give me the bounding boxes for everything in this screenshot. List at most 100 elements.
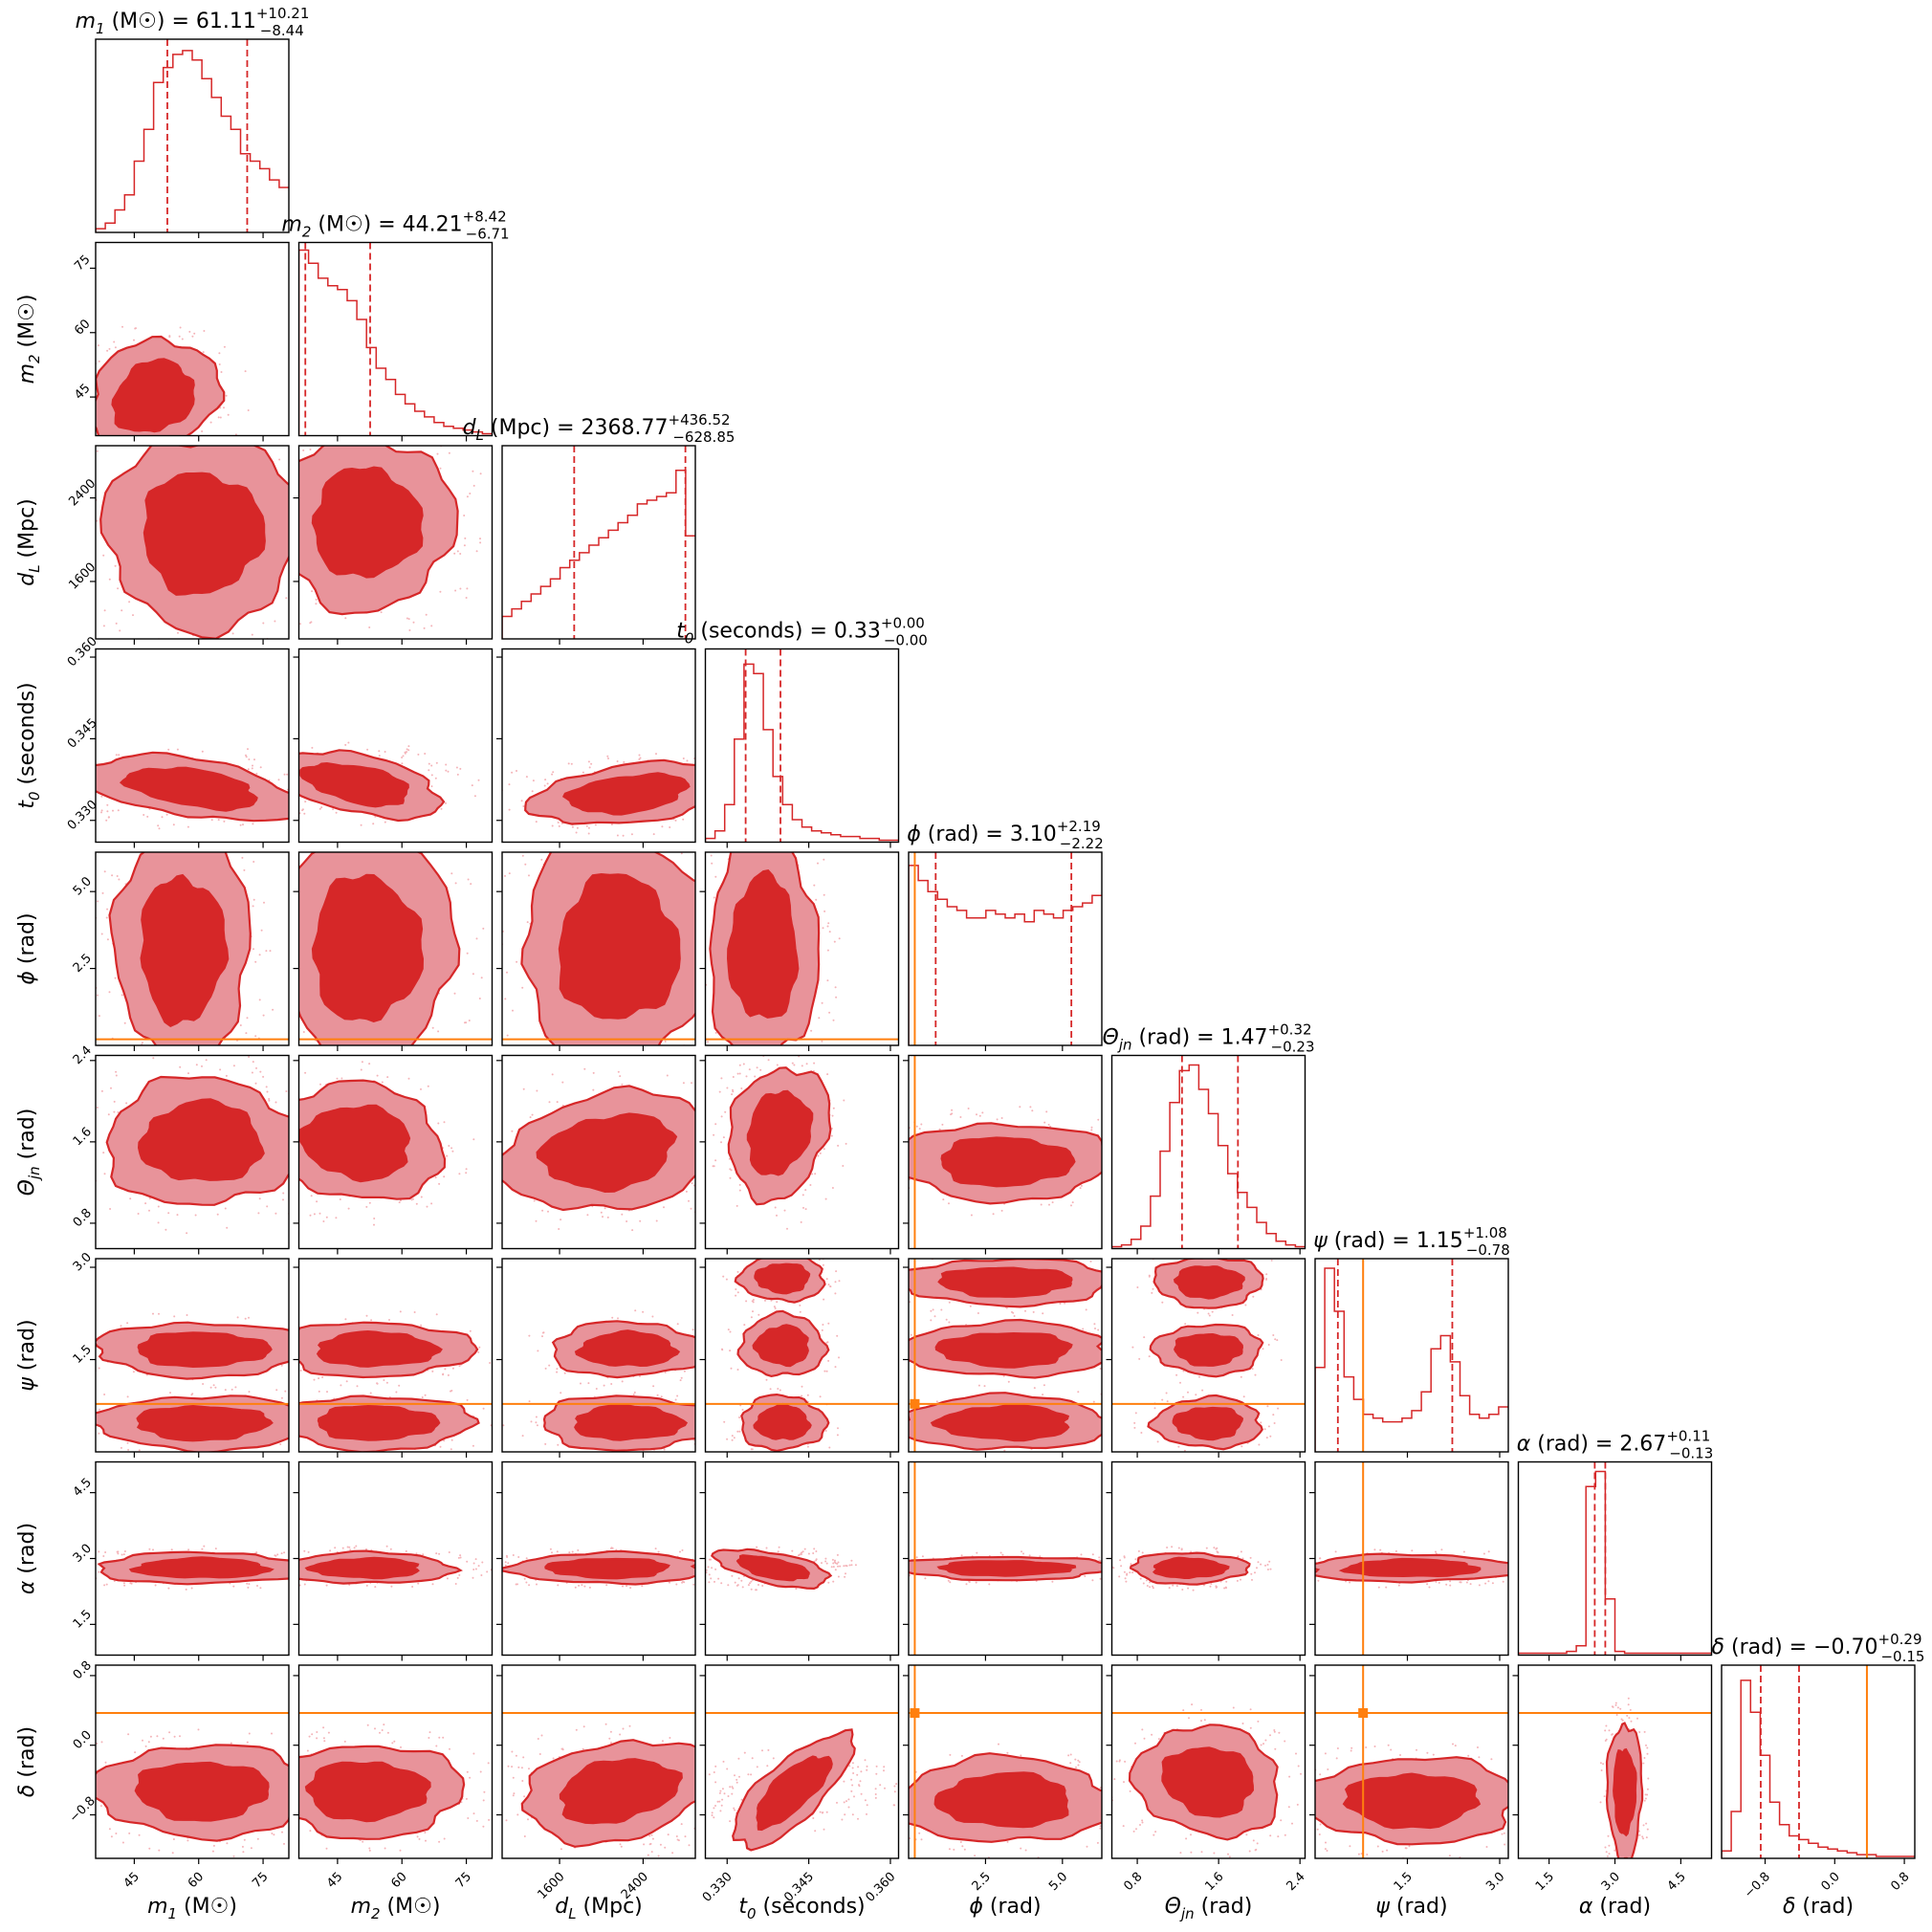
contour-inner — [756, 1755, 833, 1832]
contour-inner — [1338, 1557, 1482, 1578]
contour-inner — [536, 1112, 678, 1194]
panel-frame — [501, 1664, 696, 1859]
panel-dL-delta: 1600 2400 — [496, 1664, 696, 1902]
contour-inner — [753, 1402, 812, 1440]
x-tick-label: 1.6 — [1202, 1870, 1226, 1894]
contour-inner — [937, 1266, 1073, 1298]
panel-phi-phi: ϕ (rad) = 3.10+2.19 −2.22 — [907, 818, 1104, 1051]
y-tick-label: 0.330 — [65, 798, 100, 833]
panel-title-delta: δ (rad) = −0.70+0.29 −0.15 — [1712, 1631, 1925, 1665]
y-tick-label: 1.5 — [71, 1607, 95, 1631]
contour-inner — [735, 1554, 810, 1582]
contour-inner — [940, 1136, 1076, 1188]
panel-m2-psi — [293, 1258, 494, 1458]
panel-dL-t0 — [496, 648, 696, 848]
panel-frame — [95, 38, 290, 233]
panel-m1-m2: 45 60 75 — [72, 241, 290, 442]
panel-title-m2: m2 (M☉) = 44.21+8.42 −6.71 — [281, 209, 509, 243]
panel-frame — [95, 445, 290, 640]
contour-inner — [934, 1331, 1073, 1369]
contour-inner — [128, 1556, 274, 1579]
y-tick-label: 3.0 — [71, 1542, 95, 1566]
y-axis-label-m2: m2 (M☉) — [15, 295, 43, 384]
y-axis-label-alpha: α (rad) — [15, 1523, 39, 1594]
histogram-dL — [502, 469, 695, 639]
panel-m2-m2: m2 (M☉) = 44.21+8.42 −6.71 — [281, 209, 510, 442]
x-tick-label: 60 — [388, 1870, 409, 1891]
panel-theta-alpha — [1106, 1460, 1306, 1661]
panel-frame — [297, 1664, 494, 1859]
x-tick-label: 3.0 — [1483, 1870, 1507, 1894]
x-axis-label-t0: t0 (seconds) — [738, 1895, 865, 1922]
panel-frame — [297, 851, 494, 1046]
panel-frame — [704, 851, 900, 1046]
panel-frame — [95, 1258, 290, 1453]
panel-frame — [95, 648, 290, 844]
y-tick-label: 2.5 — [71, 952, 95, 976]
density-contours — [1147, 1259, 1264, 1451]
density-contours — [909, 1752, 1102, 1843]
panel-frame — [1110, 1664, 1306, 1859]
density-contours — [727, 1066, 832, 1206]
density-contours — [732, 1728, 856, 1852]
density-contours — [710, 1548, 833, 1591]
panel-frame — [297, 1258, 494, 1453]
density-contours — [96, 335, 226, 436]
panel-frame — [297, 648, 494, 844]
x-axis-label-m2: m2 (M☉) — [351, 1895, 441, 1922]
x-axis-label-phi: ϕ (rad) — [969, 1895, 1041, 1919]
y-axis-label-theta: Θjn (rad) — [15, 1109, 43, 1197]
density-contours — [909, 1122, 1102, 1205]
contour-inner — [559, 1758, 683, 1825]
y-axis-label-psi: ψ (rad) — [15, 1319, 39, 1391]
contour-inner — [304, 1761, 431, 1823]
contour-inner — [930, 1403, 1070, 1442]
y-tick-label: 5.0 — [71, 874, 95, 898]
y-tick-label: 1.6 — [71, 1125, 95, 1149]
x-tick-label: 0.8 — [1121, 1870, 1145, 1894]
panel-frame — [908, 1258, 1103, 1453]
panel-frame — [704, 648, 900, 844]
contour-inner — [137, 1331, 273, 1369]
density-contours — [298, 749, 446, 823]
y-axis-label-t0: t0 (seconds) — [15, 682, 43, 808]
density-contours — [298, 1549, 463, 1585]
y-tick-label: 60 — [72, 317, 93, 338]
y-tick-label: 1600 — [66, 560, 99, 593]
panel-frame — [704, 1664, 900, 1859]
panel-m1-m1: m1 (M☉) = 61.11+10.21 −8.44 — [76, 5, 309, 238]
contour-inner — [119, 766, 258, 812]
contour-inner — [754, 1262, 811, 1295]
density-contours — [502, 1549, 695, 1586]
x-tick-label: 45 — [121, 1870, 143, 1891]
density-contours — [909, 1259, 1102, 1451]
panel-frame — [501, 445, 696, 640]
panel-phi-psi — [903, 1258, 1103, 1458]
panel-frame — [297, 241, 494, 437]
panel-frame — [95, 1664, 290, 1859]
histogram-psi — [1315, 1267, 1508, 1452]
density-contours — [909, 1555, 1102, 1582]
y-tick-label: 2.4 — [71, 1043, 95, 1067]
y-tick-label: 0.0 — [71, 1728, 95, 1752]
x-tick-label: 45 — [324, 1870, 345, 1891]
y-tick-label: 3.0 — [71, 1250, 95, 1274]
y-tick-label: 0.8 — [71, 1206, 95, 1230]
panel-dL-psi — [496, 1258, 696, 1458]
panel-phi-theta — [903, 1054, 1103, 1255]
density-contours — [298, 446, 459, 616]
contour-inner — [134, 1761, 270, 1822]
y-tick-label: 0.8 — [71, 1658, 95, 1682]
density-contours — [709, 852, 821, 1045]
x-axis-label-delta: δ (rad) — [1783, 1895, 1854, 1919]
density-contours — [520, 852, 695, 1045]
density-contours — [1605, 1722, 1644, 1858]
contour-inner — [1172, 1406, 1244, 1441]
panel-title-theta: Θjn (rad) = 1.47+0.32 −0.23 — [1102, 1021, 1314, 1056]
x-axis-label-alpha: α (rad) — [1579, 1895, 1651, 1919]
panel-theta-theta: Θjn (rad) = 1.47+0.32 −0.23 — [1102, 1021, 1315, 1255]
panel-m2-delta: 45 60 75 — [293, 1664, 494, 1891]
contour-inner — [1342, 1772, 1482, 1830]
x-tick-label: 0.8 — [1888, 1870, 1912, 1894]
contour-inner — [574, 1403, 689, 1441]
